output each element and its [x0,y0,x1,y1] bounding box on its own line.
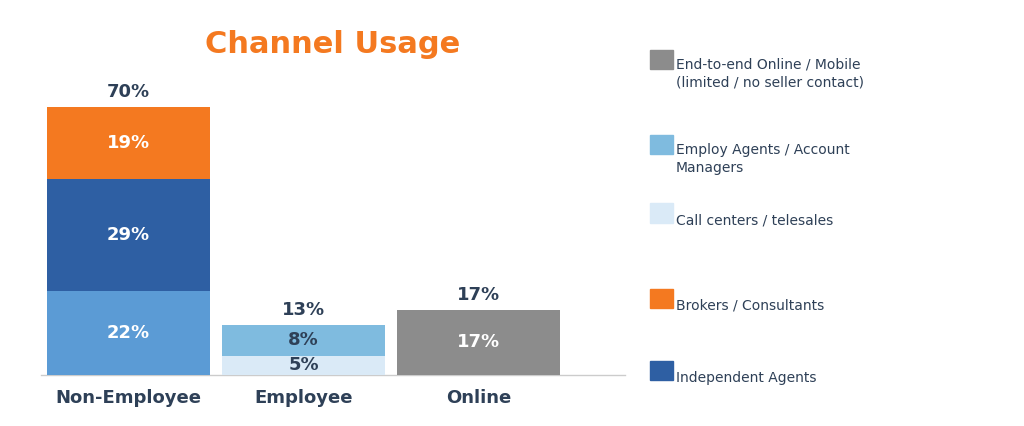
Text: Employ Agents / Account
Managers: Employ Agents / Account Managers [676,143,850,175]
Text: Independent Agents: Independent Agents [676,371,816,385]
Text: Channel Usage: Channel Usage [205,30,461,59]
Text: 17%: 17% [457,286,501,304]
Text: Brokers / Consultants: Brokers / Consultants [676,298,824,312]
Text: 70%: 70% [106,83,151,101]
Text: 19%: 19% [106,134,151,152]
Text: 29%: 29% [106,226,151,244]
Bar [47,291,210,375]
Bar [222,356,385,375]
Bar [47,179,210,291]
Text: 8%: 8% [288,331,319,349]
Text: Call centers / telesales: Call centers / telesales [676,213,834,227]
Text: 13%: 13% [282,301,326,320]
Text: 22%: 22% [106,324,151,342]
Bar [397,310,560,375]
Text: 17%: 17% [457,333,501,351]
Text: End-to-end Online / Mobile
(limited / no seller contact): End-to-end Online / Mobile (limited / no… [676,58,864,90]
Bar [222,325,385,356]
Text: 5%: 5% [289,356,318,374]
Bar [47,106,210,179]
